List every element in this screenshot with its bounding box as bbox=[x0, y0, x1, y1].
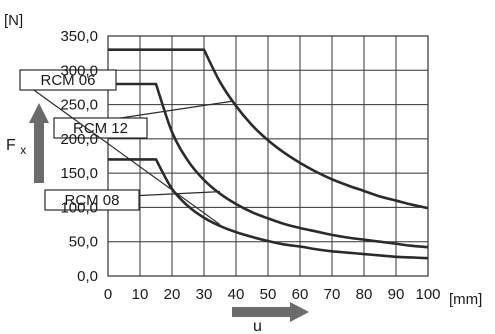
series-lines bbox=[108, 48, 429, 260]
plot-frame bbox=[107, 35, 429, 277]
x-tick-label: 10 bbox=[132, 286, 149, 303]
y-tick-label: 150,0 bbox=[60, 165, 98, 182]
y-tick-label: 200,0 bbox=[60, 131, 98, 148]
x-tick-label: 80 bbox=[356, 286, 373, 303]
callout-box bbox=[19, 69, 117, 91]
y-tick-label: 350,0 bbox=[60, 28, 98, 45]
y-axis-unit: [N] bbox=[4, 12, 23, 29]
x-axis-arrow-icon bbox=[232, 302, 309, 322]
x-tick-label: 100 bbox=[415, 286, 440, 303]
y-tick-label: 300,0 bbox=[60, 62, 98, 79]
x-tick-label: 40 bbox=[228, 286, 245, 303]
y-axis-arrow-icon bbox=[29, 103, 49, 183]
series-label: RCM 12 bbox=[73, 120, 128, 137]
y-tick-label: 100,0 bbox=[60, 199, 98, 216]
y-tick-label: 50,0 bbox=[69, 234, 98, 251]
series-label: RCM 06 bbox=[40, 72, 95, 89]
y-tick-label: 250,0 bbox=[60, 97, 98, 114]
callout-box bbox=[44, 189, 140, 211]
y-axis-label-text: F bbox=[6, 137, 16, 154]
series-line-rcm-12 bbox=[108, 48, 429, 210]
x-tick-label: 60 bbox=[292, 286, 309, 303]
series-callouts: RCM 12 RCM 08 RCM 06 bbox=[19, 69, 233, 226]
x-axis-unit: [mm] bbox=[449, 291, 482, 308]
x-tick-label: 50 bbox=[260, 286, 277, 303]
y-axis-label: F x bbox=[6, 137, 26, 157]
x-tick-label: 30 bbox=[196, 286, 213, 303]
series-line-rcm-08 bbox=[108, 82, 429, 249]
x-tick-label: 90 bbox=[388, 286, 405, 303]
y-tick-label: 0,0 bbox=[77, 268, 98, 285]
y-axis-label-subscript: x bbox=[20, 143, 26, 157]
callout-pointer bbox=[19, 79, 221, 226]
x-axis-label: u bbox=[253, 318, 262, 334]
x-tick-label: 70 bbox=[324, 286, 341, 303]
series-line-rcm-06 bbox=[108, 158, 429, 260]
series-label: RCM 08 bbox=[64, 192, 119, 209]
tick-labels: 0 10 20 30 40 50 60 70 80 90 100 0,0 50,0 100,0 150,0 2… bbox=[60, 28, 440, 303]
x-tick-label: 0 bbox=[104, 286, 112, 303]
x-tick-label: 20 bbox=[164, 286, 181, 303]
